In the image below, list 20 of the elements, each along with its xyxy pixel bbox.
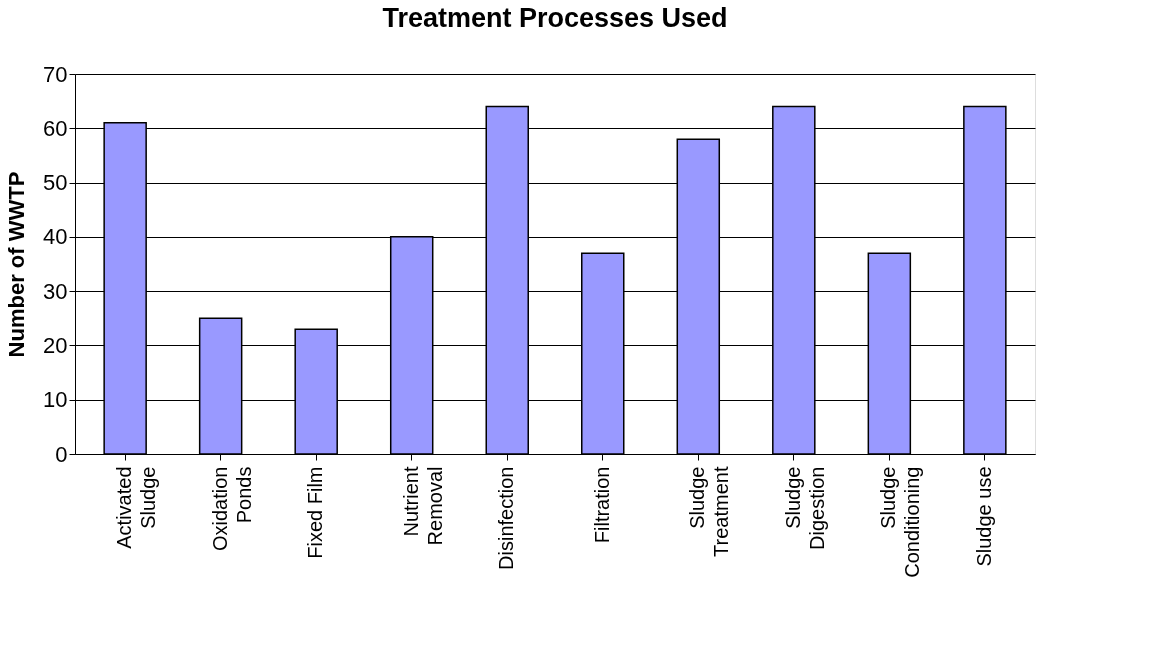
y-tick-label: 70: [43, 61, 68, 87]
x-tick-label: Filtration: [590, 466, 613, 544]
x-tick-label: Activated Sludge: [113, 466, 160, 549]
y-tick-label: 50: [43, 170, 68, 196]
x-tick-label: Oxidation Ponds: [208, 466, 255, 551]
x-tick-label: Fixed Film: [304, 466, 327, 559]
y-tick-label: 30: [43, 278, 68, 304]
y-axis-title: Number of WWTP: [4, 171, 30, 358]
x-tick-label: Sludge use: [972, 466, 995, 567]
chart-title: Treatment Processes Used: [382, 3, 728, 33]
x-tick-label: Sludge Treatment: [686, 466, 733, 557]
x-tick-label: Disinfection: [495, 466, 518, 570]
y-tick-label: 10: [43, 387, 68, 413]
y-tick-label: 0: [55, 441, 68, 467]
y-tick-label: 20: [43, 332, 68, 358]
x-tick-label: Nutrient Removal: [399, 466, 446, 546]
x-tick-label: Sludge Conditioning: [877, 466, 924, 578]
y-tick-label: 60: [43, 115, 68, 141]
x-tick-label: Sludge Digestion: [781, 466, 828, 550]
y-tick-label: 40: [43, 224, 68, 250]
